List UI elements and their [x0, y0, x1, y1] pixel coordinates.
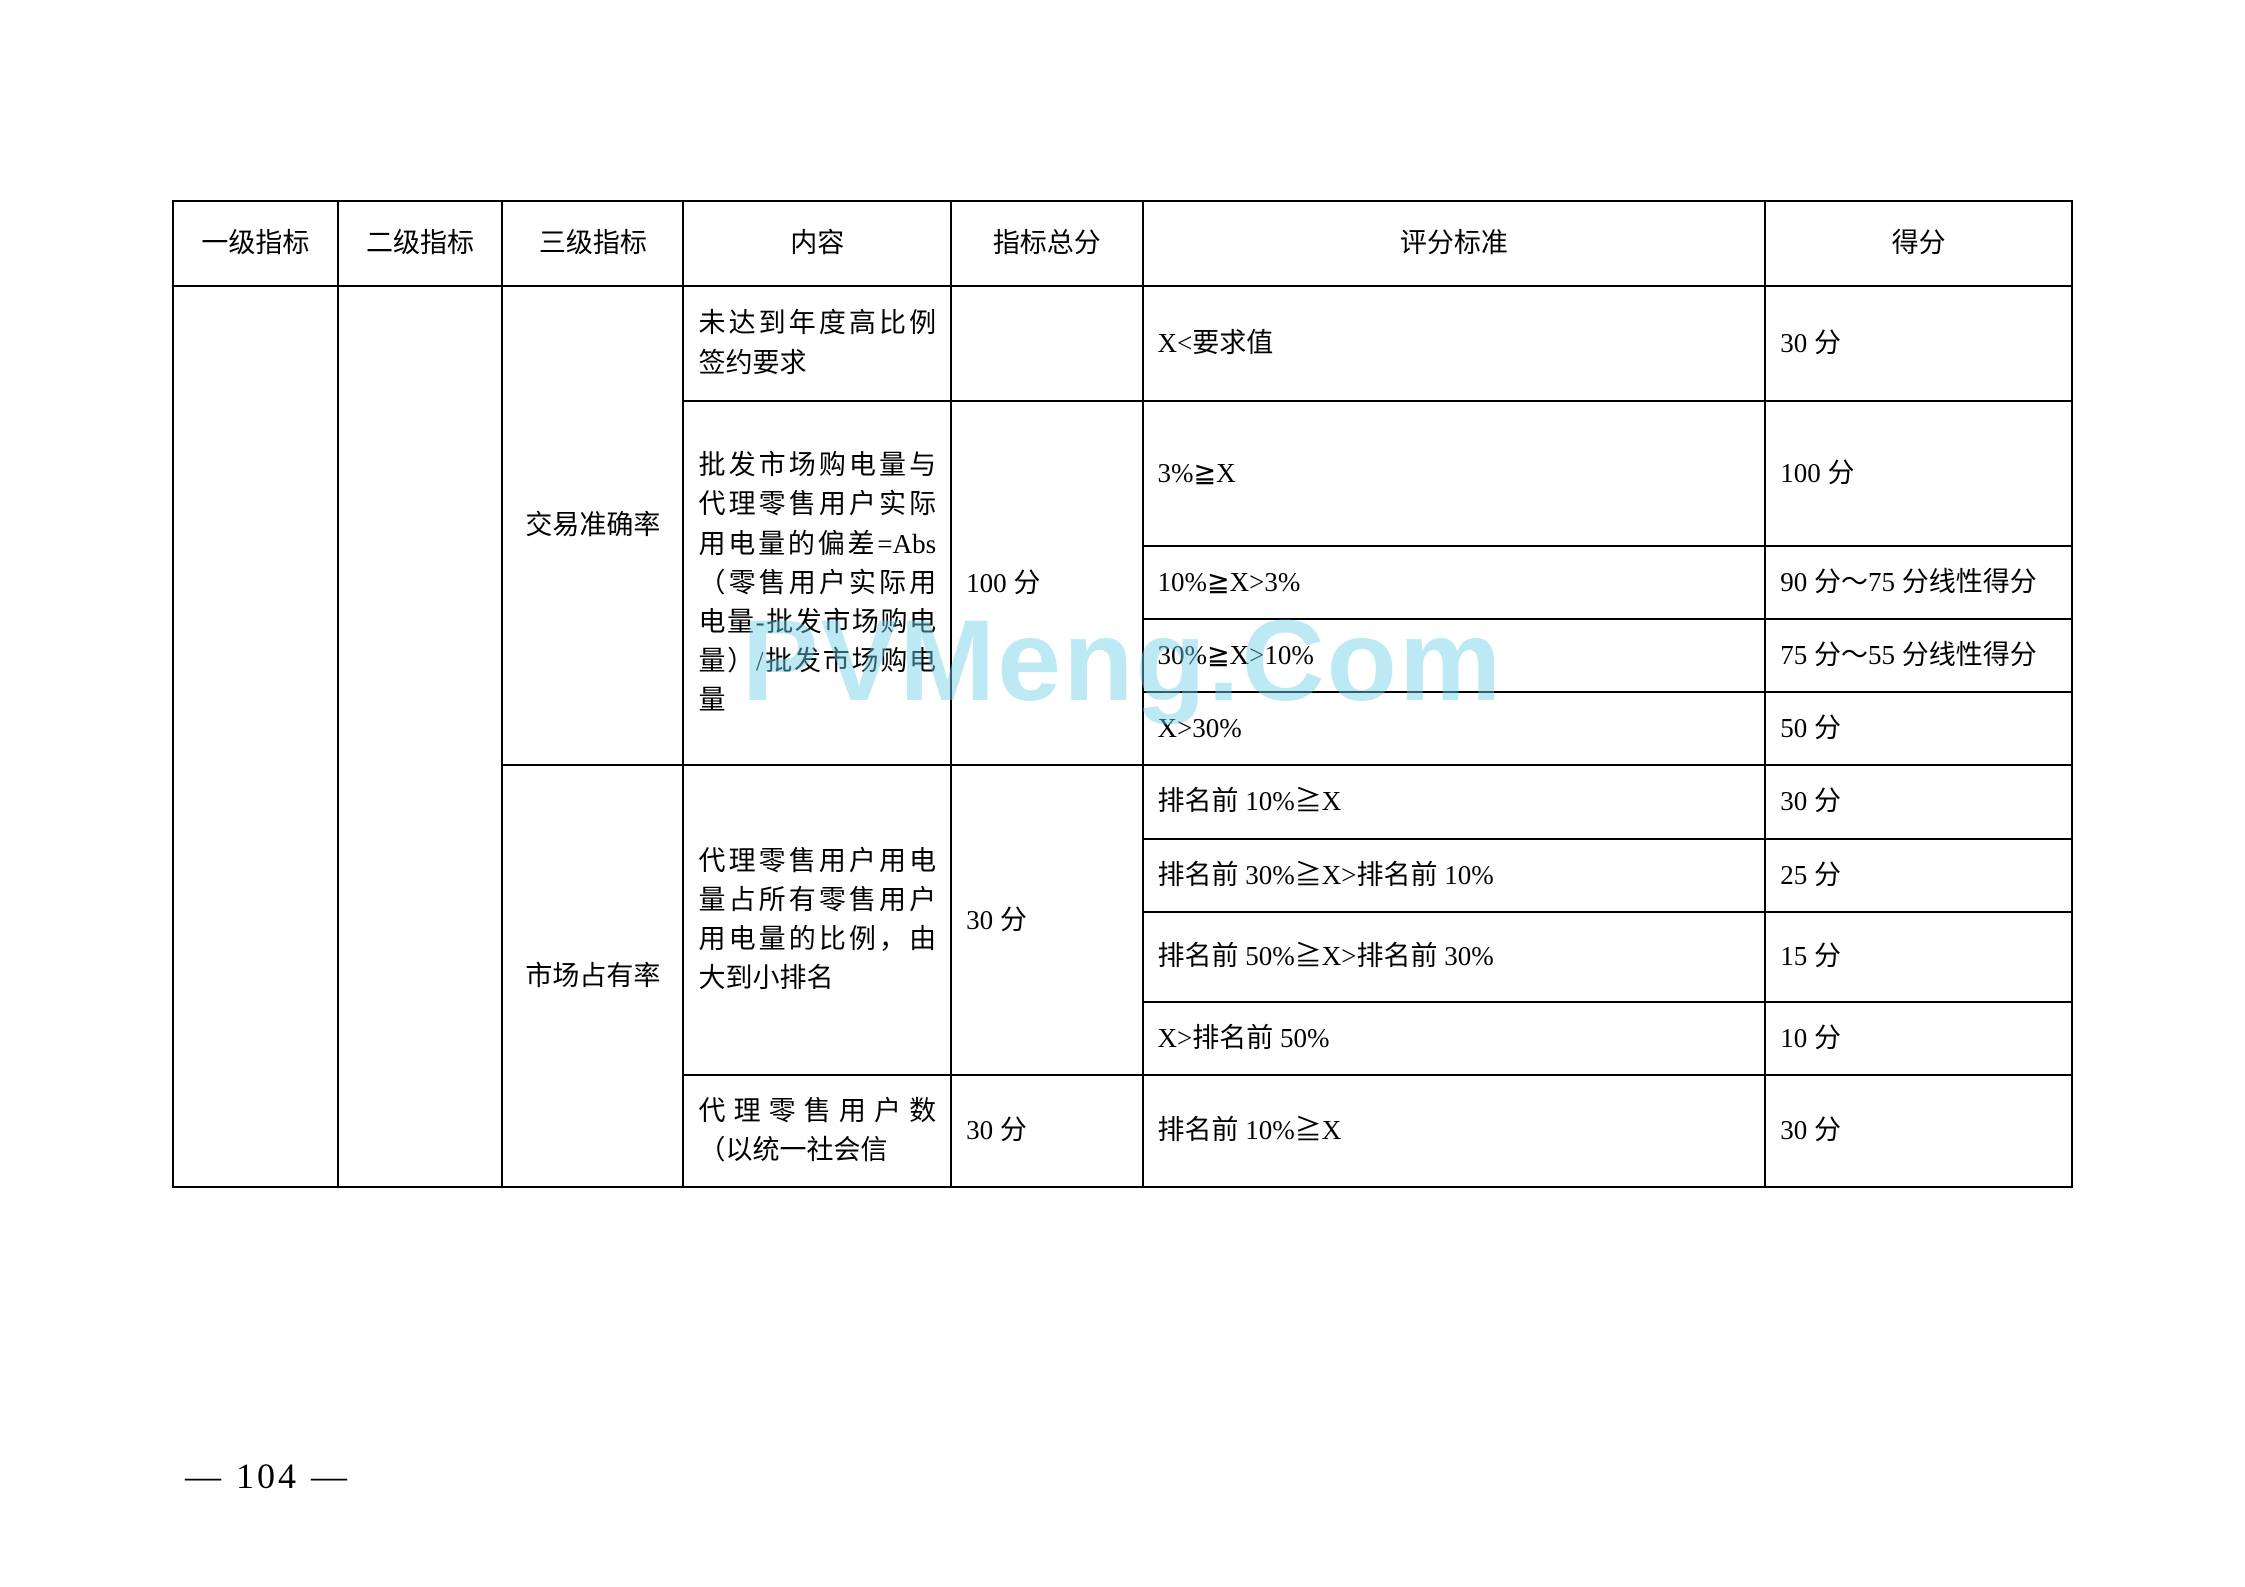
header-level1: 一级指标 [173, 201, 338, 286]
header-score: 得分 [1765, 201, 2072, 286]
header-total: 指标总分 [951, 201, 1142, 286]
cell-score: 75 分～55 分线性得分 [1765, 619, 2072, 692]
header-criteria: 评分标准 [1143, 201, 1766, 286]
cell-total-b2: 30 分 [951, 1075, 1142, 1187]
cell-total-b1: 30 分 [951, 765, 1142, 1074]
header-row: 一级指标 二级指标 三级指标 内容 指标总分 评分标准 得分 [173, 201, 2072, 286]
cell-content-a1: 未达到年度高比例签约要求 [683, 286, 951, 401]
cell-level3-b: 市场占有率 [502, 765, 683, 1187]
cell-level2 [338, 286, 503, 1187]
cell-content-b2: 代理零售用户数（以统一社会信 [683, 1075, 951, 1187]
indicator-table: 一级指标 二级指标 三级指标 内容 指标总分 评分标准 得分 交易准确率 未达到… [172, 200, 2073, 1188]
header-content: 内容 [683, 201, 951, 286]
cell-criteria: 排名前 50%≧X>排名前 30% [1143, 912, 1766, 1002]
cell-criteria: X>排名前 50% [1143, 1002, 1766, 1075]
cell-criteria: X>30% [1143, 692, 1766, 765]
cell-score: 10 分 [1765, 1002, 2072, 1075]
cell-criteria: X<要求值 [1143, 286, 1766, 401]
cell-total-a1 [951, 286, 1142, 401]
cell-criteria: 10%≧X>3% [1143, 546, 1766, 619]
cell-criteria: 排名前 10%≧X [1143, 765, 1766, 838]
cell-criteria: 排名前 10%≧X [1143, 1075, 1766, 1187]
cell-score: 15 分 [1765, 912, 2072, 1002]
cell-score: 90 分～75 分线性得分 [1765, 546, 2072, 619]
page-number: — 104 — [185, 1455, 350, 1497]
cell-level1 [173, 286, 338, 1187]
header-level2: 二级指标 [338, 201, 503, 286]
cell-score: 100 分 [1765, 401, 2072, 546]
cell-criteria: 排名前 30%≧X>排名前 10% [1143, 839, 1766, 912]
cell-criteria: 3%≧X [1143, 401, 1766, 546]
cell-score: 30 分 [1765, 286, 2072, 401]
cell-level3-a: 交易准确率 [502, 286, 683, 765]
table-row: 交易准确率 未达到年度高比例签约要求 X<要求值 30 分 [173, 286, 2072, 401]
cell-score: 50 分 [1765, 692, 2072, 765]
cell-content-b1: 代理零售用户用电量占所有零售用户用电量的比例，由大到小排名 [683, 765, 951, 1074]
cell-content-a2: 批发市场购电量与代理零售用户实际用电量的偏差=Abs（零售用户实际用电量-批发市… [683, 401, 951, 765]
cell-total-a2: 100 分 [951, 401, 1142, 765]
cell-score: 30 分 [1765, 1075, 2072, 1187]
header-level3: 三级指标 [502, 201, 683, 286]
cell-criteria: 30%≧X>10% [1143, 619, 1766, 692]
cell-score: 30 分 [1765, 765, 2072, 838]
cell-score: 25 分 [1765, 839, 2072, 912]
